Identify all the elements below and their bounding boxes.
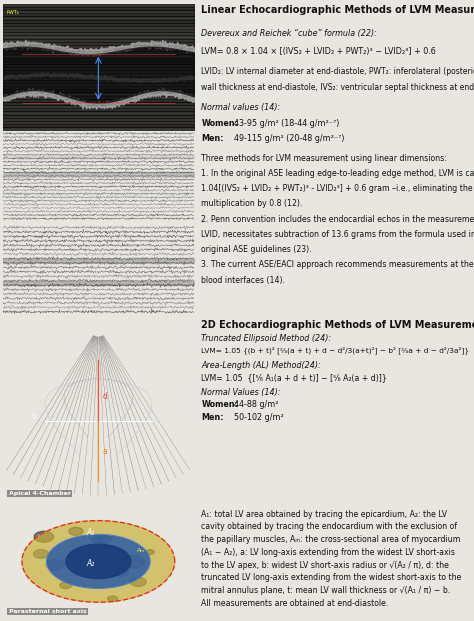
Text: PWT₂: PWT₂ <box>7 10 19 15</box>
Text: 43-95 g/m² (18-44 g/m²⁻⁷): 43-95 g/m² (18-44 g/m²⁻⁷) <box>234 119 339 128</box>
Text: LVID, necessitates subtraction of 13.6 grams from the formula used in the: LVID, necessitates subtraction of 13.6 g… <box>201 230 474 239</box>
Text: Normal Values (14):: Normal Values (14): <box>201 388 281 397</box>
Text: 49-115 g/m² (20-48 g/m²⁻⁷): 49-115 g/m² (20-48 g/m²⁻⁷) <box>234 134 345 143</box>
Text: (A₁ − A₂), a: LV long-axis extending from the widest LV short-axis: (A₁ − A₂), a: LV long-axis extending fro… <box>201 548 456 557</box>
Text: Men:: Men: <box>201 412 224 422</box>
Text: LVM= 1.05 {(b + t)² [⅔(a + t) + d − d²/3(a+t)²] − b² [⅔a + d − d²/3a²]}: LVM= 1.05 {(b + t)² [⅔(a + t) + d − d²/3… <box>201 347 470 354</box>
Circle shape <box>81 569 90 575</box>
Circle shape <box>146 550 155 555</box>
Text: Linear Echocardiographic Methods of LVM Measurement:: Linear Echocardiographic Methods of LVM … <box>201 5 474 15</box>
Circle shape <box>33 550 49 558</box>
Text: Three methods for LVM measurement using linear dimensions:: Three methods for LVM measurement using … <box>201 154 447 163</box>
Text: the papillary muscles, Aₘ: the cross-sectional area of myocardium: the papillary muscles, Aₘ: the cross-sec… <box>201 535 461 544</box>
Text: Normal values (14):: Normal values (14): <box>201 102 281 112</box>
Text: to the LV apex, b: widest LV short-axis radius or √(A₂ / π), d: the: to the LV apex, b: widest LV short-axis … <box>201 561 449 569</box>
Circle shape <box>107 560 128 573</box>
Text: cavity obtained by tracing the endocardium with the exclusion of: cavity obtained by tracing the endocardi… <box>201 522 457 532</box>
Text: LVID₂: LV internal diameter at end-diastole, PWT₂: inferolateral (posterior) LV: LVID₂: LV internal diameter at end-diast… <box>201 67 474 76</box>
Text: Apical 4-Chamber: Apical 4-Chamber <box>9 491 71 496</box>
Text: d: d <box>102 392 107 401</box>
Text: Devereux and Reichek “cube” formula (22):: Devereux and Reichek “cube” formula (22)… <box>201 29 377 38</box>
Circle shape <box>108 558 126 568</box>
Ellipse shape <box>22 520 175 602</box>
Text: A₁: total LV area obtained by tracing the epicardium, A₂: the LV: A₁: total LV area obtained by tracing th… <box>201 510 447 519</box>
Text: All measurements are obtained at end-diastole.: All measurements are obtained at end-dia… <box>201 599 389 608</box>
Text: original ASE guidelines (23).: original ASE guidelines (23). <box>201 245 312 254</box>
Text: Women:: Women: <box>201 119 238 128</box>
Text: LVM= 0.8 × 1.04 × [(IVS₂ + LVID₂ + PWT₂)³ − LVID₂³] + 0.6: LVM= 0.8 × 1.04 × [(IVS₂ + LVID₂ + PWT₂)… <box>201 47 436 56</box>
Text: Truncated Ellipsoid Method (24):: Truncated Ellipsoid Method (24): <box>201 334 332 343</box>
Circle shape <box>34 532 54 542</box>
Text: Women:: Women: <box>201 400 238 409</box>
Text: 44-88 g/m²: 44-88 g/m² <box>234 400 279 409</box>
Text: 50-102 g/m²: 50-102 g/m² <box>234 412 284 422</box>
Text: Aₘ: Aₘ <box>137 548 145 553</box>
Text: Men:: Men: <box>201 134 224 143</box>
Circle shape <box>60 582 72 589</box>
Circle shape <box>97 535 112 543</box>
Text: a: a <box>102 447 107 456</box>
Circle shape <box>69 527 83 535</box>
Text: LVM= 1.05  {[⁵⁄₆ A₁(a + d + t)] − [⁵⁄₆ A₂(a + d)]}: LVM= 1.05 {[⁵⁄₆ A₁(a + d + t)] − [⁵⁄₆ A₂… <box>201 373 387 382</box>
Circle shape <box>130 578 146 586</box>
Text: mitral annulus plane, t: mean LV wall thickness or √(A₁ / π) − b.: mitral annulus plane, t: mean LV wall th… <box>201 586 451 595</box>
Circle shape <box>91 537 102 543</box>
Text: 2D Echocardiographic Methods of LVM Measurement:: 2D Echocardiographic Methods of LVM Meas… <box>201 320 474 330</box>
Text: blood interfaces (14).: blood interfaces (14). <box>201 276 285 284</box>
Text: wall thickness at end-diastole, IVS₂: ventricular septal thickness at end-diasto: wall thickness at end-diastole, IVS₂: ve… <box>201 83 474 93</box>
Text: Parasternal short axis: Parasternal short axis <box>9 609 86 614</box>
Text: multiplication by 0.8 (12).: multiplication by 0.8 (12). <box>201 199 303 209</box>
Text: A₁: A₁ <box>87 528 95 537</box>
Text: b: b <box>31 412 36 422</box>
Ellipse shape <box>66 544 131 579</box>
Text: Area-Length (AL) Method(24):: Area-Length (AL) Method(24): <box>201 361 321 369</box>
Circle shape <box>114 568 129 576</box>
Text: 1.04[(IVS₂ + LVID₂ + PWT₂)³ - LVID₂³] + 0.6 gram –i.e., eliminating the: 1.04[(IVS₂ + LVID₂ + PWT₂)³ - LVID₂³] + … <box>201 184 473 193</box>
Text: truncated LV long-axis extending from the widest short-axis to the: truncated LV long-axis extending from th… <box>201 573 462 582</box>
Circle shape <box>46 560 64 570</box>
Text: A₂: A₂ <box>87 559 95 568</box>
Text: 2. Penn convention includes the endocardial echos in the measurement of: 2. Penn convention includes the endocard… <box>201 215 474 224</box>
Circle shape <box>108 596 118 602</box>
Text: 1. In the original ASE leading edge-to-leading edge method, LVM is calculated as: 1. In the original ASE leading edge-to-l… <box>201 169 474 178</box>
Text: 3. The current ASE/EACI approach recommends measurements at the tissue-: 3. The current ASE/EACI approach recomme… <box>201 260 474 270</box>
Ellipse shape <box>47 535 150 588</box>
Circle shape <box>122 556 144 568</box>
